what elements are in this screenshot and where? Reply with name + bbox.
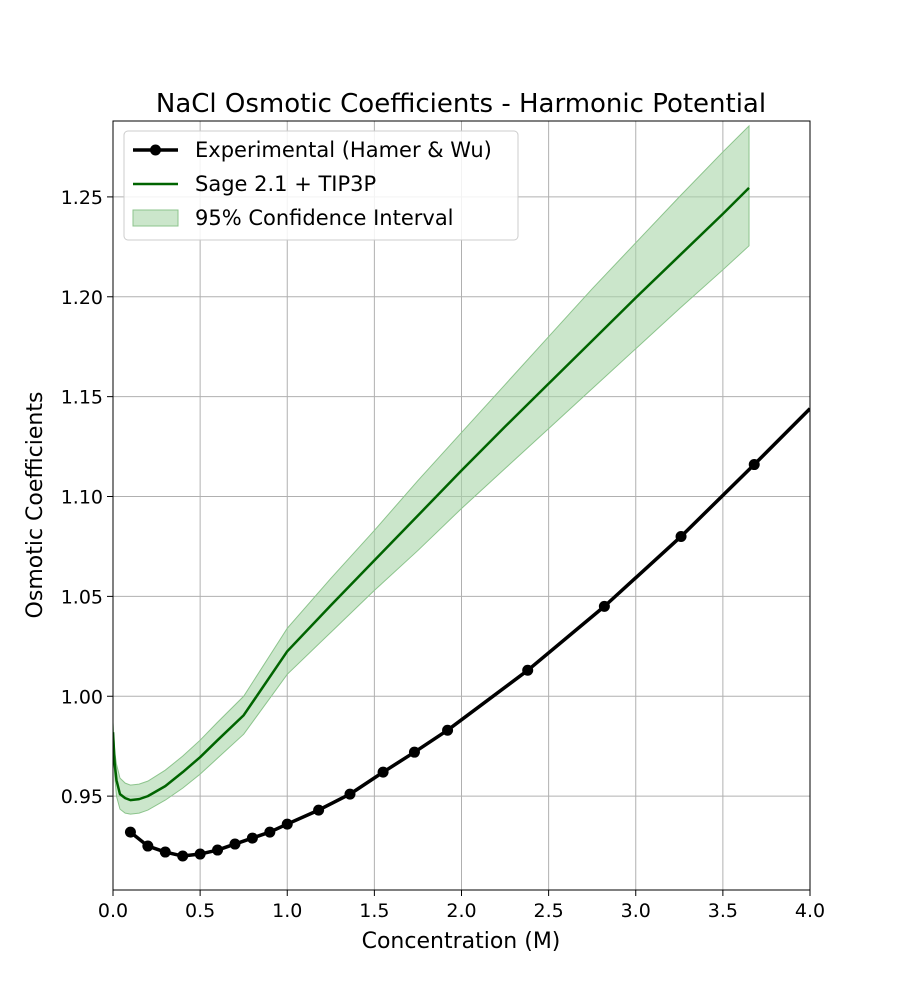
legend-ci-swatch	[132, 209, 179, 227]
x-tick-label: 3.5	[708, 900, 738, 922]
experimental-data-point	[159, 846, 171, 858]
experimental-data-point	[408, 746, 420, 758]
x-tick-label: 1.5	[359, 900, 389, 922]
x-axis-title: Concentration (M)	[362, 929, 561, 954]
legend-box	[123, 130, 519, 241]
experimental-data-point	[675, 530, 687, 542]
legend: Experimental (Hamer & Wu) Sage 2.1 + TIP…	[123, 130, 519, 241]
experimental-data-point	[177, 850, 189, 862]
model-series-line	[113, 187, 750, 802]
x-tick-label: 2.0	[446, 900, 476, 922]
legend-model-label: Sage 2.1 + TIP3P	[195, 172, 376, 196]
y-tick-label: 1.25	[61, 187, 103, 209]
x-tick-label: 2.5	[534, 900, 564, 922]
legend-experimental-label: Experimental (Hamer & Wu)	[195, 138, 492, 162]
experimental-data-point	[142, 840, 154, 852]
experimental-data-point	[212, 844, 224, 856]
experimental-data-point	[344, 788, 356, 800]
y-tick-label: 1.20	[61, 287, 103, 309]
experimental-data-point	[246, 832, 258, 844]
x-tick-label: 0.5	[185, 900, 215, 922]
experimental-data-point	[194, 848, 206, 860]
y-axis-ticks: 0.95 1.00 1.05 1.10 1.15 1.20 1.25	[61, 187, 113, 808]
experimental-data-point	[313, 804, 325, 816]
experimental-data-point	[281, 818, 293, 830]
x-tick-label: 4.0	[795, 900, 825, 922]
y-tick-label: 1.05	[61, 586, 103, 608]
confidence-band-layer	[113, 124, 750, 815]
y-axis-title: Osmotic Coefficients	[23, 392, 48, 619]
experimental-data-point	[522, 664, 534, 676]
legend-experimental-marker	[150, 144, 161, 156]
x-tick-label: 3.0	[621, 900, 651, 922]
confidence-band	[113, 124, 750, 815]
series-layer	[113, 187, 810, 862]
experimental-data-point	[264, 826, 276, 838]
experimental-data-point	[229, 838, 241, 850]
y-tick-label: 0.95	[61, 786, 103, 808]
y-tick-label: 1.15	[61, 387, 103, 409]
experimental-data-point	[748, 459, 760, 471]
experimental-data-point	[598, 600, 610, 612]
y-tick-label: 1.00	[61, 686, 103, 708]
x-tick-label: 0.0	[98, 900, 128, 922]
experimental-data-point	[442, 724, 454, 736]
x-axis-ticks: 0.0 0.5 1.0 1.5 2.0 2.5 3.0 3.5 4.0	[98, 890, 825, 922]
y-tick-label: 1.10	[61, 487, 103, 509]
legend-ci-label: 95% Confidence Interval	[195, 206, 454, 230]
experimental-data-point	[124, 826, 136, 838]
experimental-data-point	[377, 766, 389, 778]
x-tick-label: 1.0	[272, 900, 302, 922]
chart-title: NaCl Osmotic Coefficients - Harmonic Pot…	[156, 89, 766, 119]
